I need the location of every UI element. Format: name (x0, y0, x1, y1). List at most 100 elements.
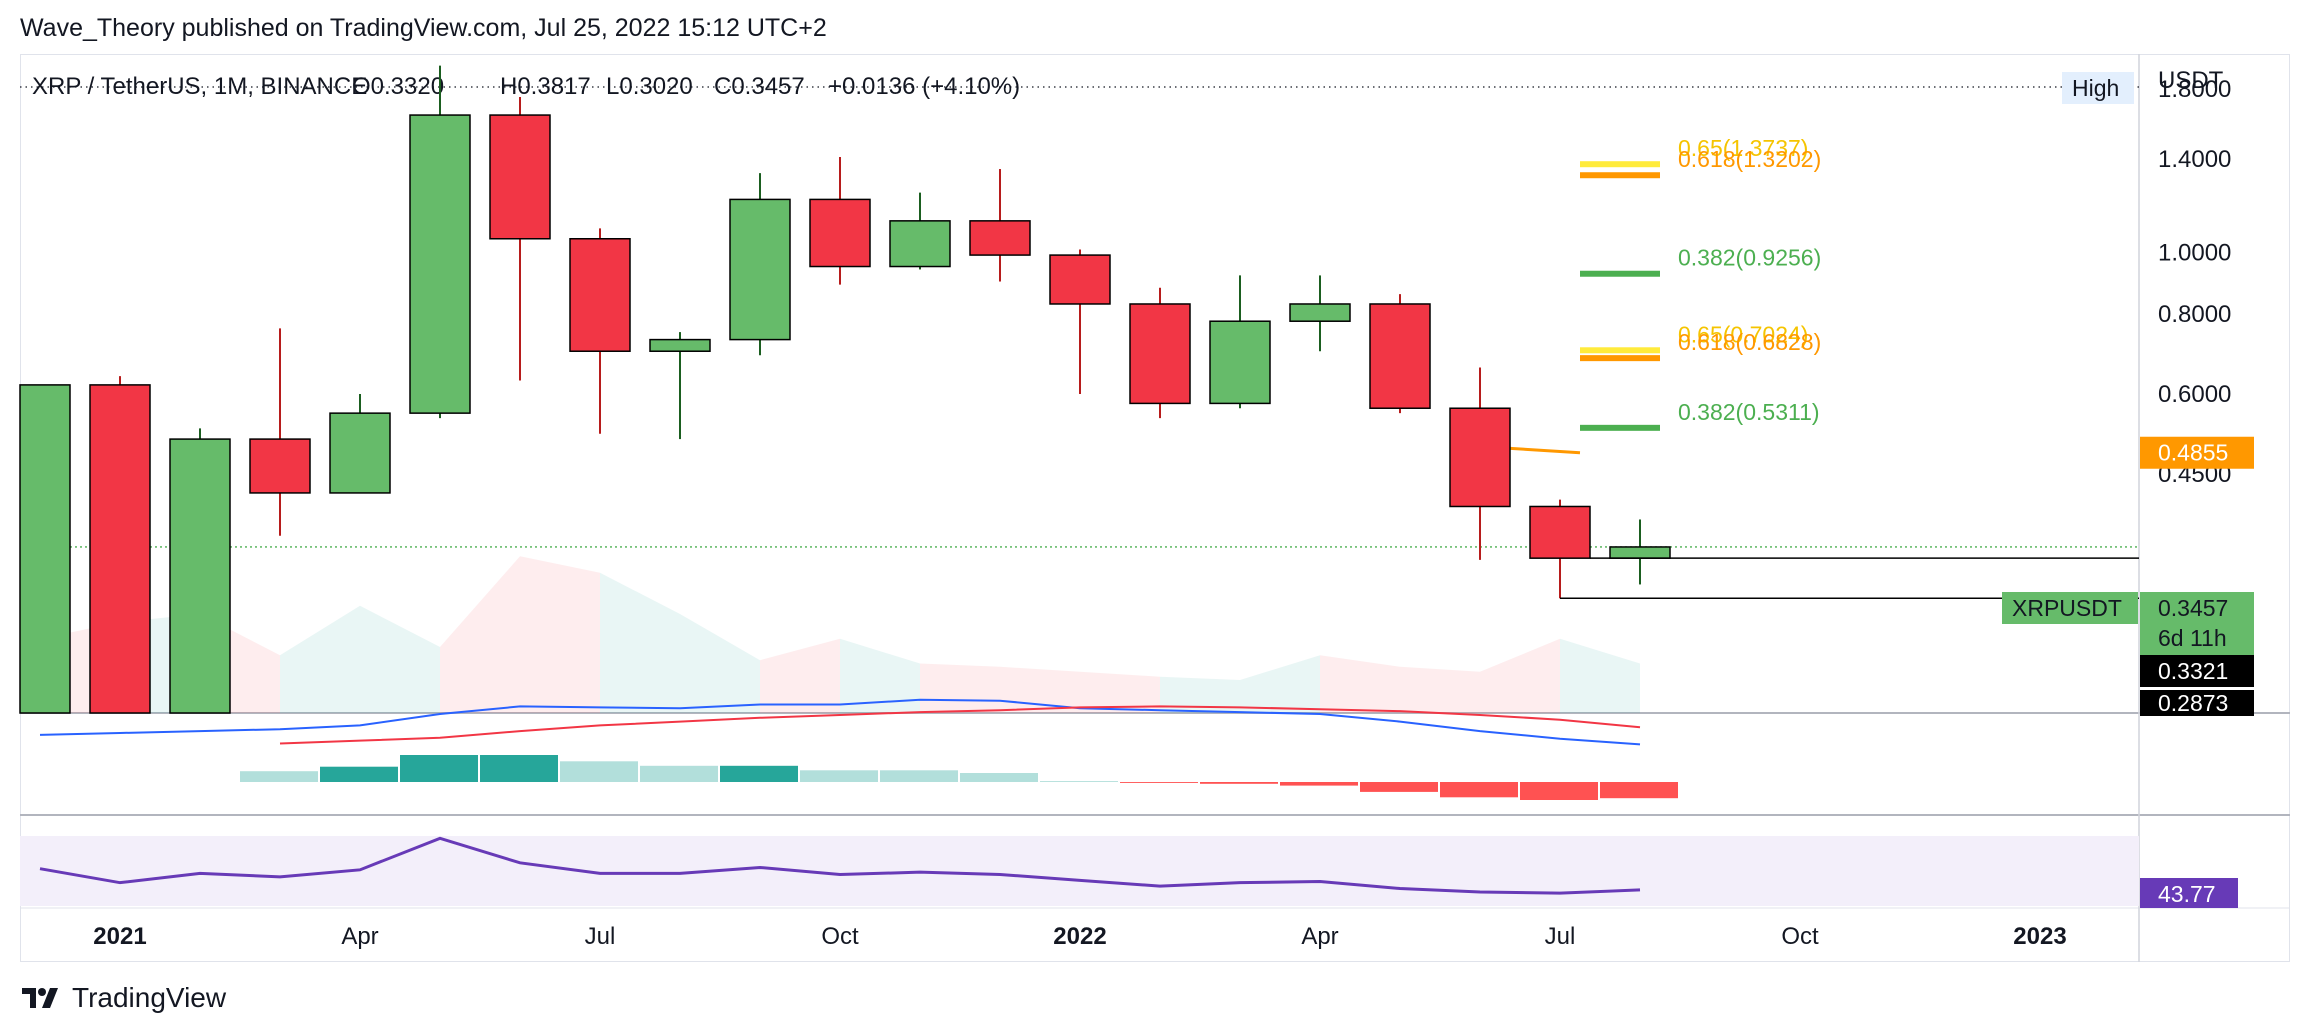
rsi-value-box (2140, 878, 2238, 908)
candle-body (249, 438, 311, 494)
pane-separators (20, 54, 2290, 962)
volume-segment (760, 638, 840, 713)
open-level-box (2140, 655, 2254, 687)
symbol-tag-box (2002, 592, 2138, 624)
candles (19, 65, 2139, 714)
macd-histogram-bar (1360, 782, 1438, 792)
legend-close: C0.3457 (714, 73, 805, 100)
fib-label: 0.382(0.5311) (1678, 399, 1820, 425)
symbol-tag: XRPUSDT (2012, 595, 2122, 621)
fib-line (1580, 355, 1660, 362)
fib-label: 0.618(0.6828) (1678, 329, 1821, 355)
price-tags: High 0.4855 XRPUSDT 0.3457 6d 11h 0.3321… (2002, 72, 2254, 908)
time-tick: Jul (585, 923, 616, 950)
footer: TradingView (20, 982, 226, 1014)
volume-segment (440, 556, 520, 713)
macd-histogram-bar (720, 765, 798, 782)
time-tick: Oct (821, 923, 859, 950)
last-price: 0.3457 (2158, 595, 2228, 621)
fib-line (1580, 347, 1660, 354)
fib-line (1580, 424, 1660, 431)
legend-low: L0.3020 (606, 73, 693, 100)
price-tick: 1.4000 (2158, 146, 2231, 173)
time-tick: 2021 (93, 923, 146, 950)
legend-open: O0.3320 (352, 73, 444, 100)
volume-segment (920, 663, 1000, 713)
price-tick: 0.8000 (2158, 301, 2231, 328)
macd-histogram-bar (640, 765, 718, 782)
macd-histogram-bar (480, 755, 558, 782)
time-tick: 2023 (2013, 923, 2066, 950)
ohlc-legend: XRP / TetherUS, 1M, BINANCE O0.3320 H0.3… (20, 73, 2139, 100)
candle-body (729, 198, 791, 341)
legend-high: H0.3817 (500, 73, 591, 100)
candle-body (1049, 254, 1111, 305)
fib-line (1580, 270, 1660, 277)
last-price-box (2140, 592, 2254, 656)
volume-segment (680, 614, 760, 713)
candle-body (1449, 407, 1511, 508)
candle-body (1129, 303, 1191, 405)
ma-line (1499, 446, 1581, 455)
macd-histogram-bar (560, 761, 638, 782)
publisher-line: Wave_Theory published on TradingView.com… (20, 14, 827, 42)
macd-histogram-bar (1040, 781, 1118, 782)
candle-body (1609, 546, 1671, 559)
macd-histogram-bar (320, 766, 398, 782)
fib-label: 0.65(0.7024) (1678, 321, 1808, 347)
rsi-value: 43.77 (2158, 881, 2216, 907)
time-tick: Apr (341, 923, 378, 950)
volume-segment (840, 638, 920, 713)
volume-segment (1320, 655, 1400, 713)
high-tag: High (2072, 75, 2119, 101)
volume-segment (1080, 671, 1160, 713)
fib-label: 0.618(1.3202) (1678, 146, 1821, 172)
volume-segment (1000, 666, 1080, 713)
volume-segment (360, 605, 440, 713)
candle-body (489, 114, 551, 240)
macd-histogram-bar (880, 770, 958, 782)
x-axis: 2021 Apr Jul Oct 2022 Apr Jul Oct 2023 (93, 923, 2066, 950)
fib-levels: 0.65(1.3737)0.618(1.3202) 0.382(0.9256) 0.… (1499, 135, 1821, 455)
macd-histogram-bar (1280, 782, 1358, 786)
macd-histogram-bar (1440, 782, 1518, 798)
fib-label: 0.382(0.9256) (1678, 245, 1821, 271)
fib-line (1580, 161, 1660, 168)
candle-body (89, 384, 151, 714)
volume-layer (40, 556, 1640, 713)
macd-histogram-bar (1520, 782, 1598, 800)
macd-histogram-bar (960, 773, 1038, 782)
macd-line (39, 698, 1641, 746)
time-tick: Jul (1545, 923, 1576, 950)
price-tick: 1.0000 (2158, 239, 2231, 266)
axis-unit: USDT (2158, 67, 2224, 94)
candle-body (169, 438, 231, 714)
rsi-line (39, 836, 1641, 895)
macd-histogram-bar (1200, 782, 1278, 784)
legend-change: +0.0136 (+4.10%) (828, 73, 1020, 100)
price-tick: 1.8000 (2158, 76, 2231, 103)
candle-body (1209, 320, 1271, 405)
macd-histogram-bar (800, 770, 878, 782)
legend-symbol: XRP / TetherUS, 1M, BINANCE (32, 73, 367, 100)
time-tick: Oct (1781, 923, 1819, 950)
rsi-pane (39, 836, 1641, 895)
low-level-box (2140, 690, 2254, 716)
candle-body (969, 220, 1031, 256)
volume-segment (520, 556, 600, 713)
candle-body (409, 114, 471, 414)
low-level-label: 0.2873 (2158, 690, 2228, 716)
price-tick: 0.6000 (2158, 381, 2231, 408)
countdown: 6d 11h (2158, 625, 2227, 651)
volume-segment (1400, 666, 1480, 713)
volume-segment (600, 572, 680, 713)
rsi-band (20, 836, 2139, 906)
footer-brand: TradingView (72, 982, 227, 1013)
fib-label: 0.65(1.3737) (1678, 135, 1808, 161)
open-level-label: 0.3321 (2158, 658, 2228, 684)
candle-body (1369, 303, 1431, 409)
candle-body (569, 238, 631, 352)
macd-histogram-bar (240, 771, 318, 782)
volume-segment (1240, 655, 1320, 713)
